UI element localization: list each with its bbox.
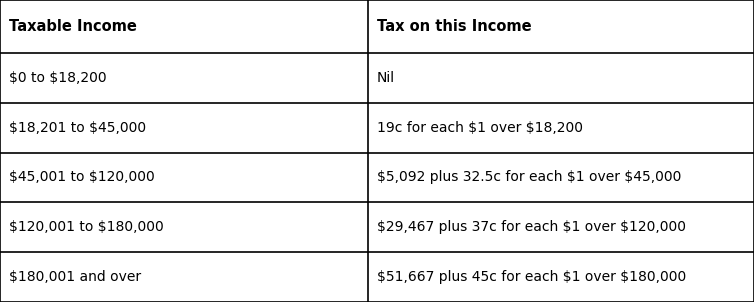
Text: $29,467 plus 37c for each $1 over $120,000: $29,467 plus 37c for each $1 over $120,0… — [377, 220, 686, 234]
Text: Taxable Income: Taxable Income — [9, 19, 137, 34]
Text: $45,001 to $120,000: $45,001 to $120,000 — [9, 170, 155, 185]
Text: $0 to $18,200: $0 to $18,200 — [9, 71, 106, 85]
Text: $51,667 plus 45c for each $1 over $180,000: $51,667 plus 45c for each $1 over $180,0… — [377, 270, 686, 284]
Text: 19c for each $1 over $18,200: 19c for each $1 over $18,200 — [377, 120, 583, 135]
Text: Tax on this Income: Tax on this Income — [377, 19, 532, 34]
Text: Nil: Nil — [377, 71, 395, 85]
Text: $120,001 to $180,000: $120,001 to $180,000 — [9, 220, 164, 234]
Text: $5,092 plus 32.5c for each $1 over $45,000: $5,092 plus 32.5c for each $1 over $45,0… — [377, 170, 682, 185]
Text: $18,201 to $45,000: $18,201 to $45,000 — [9, 120, 146, 135]
Text: $180,001 and over: $180,001 and over — [9, 270, 141, 284]
